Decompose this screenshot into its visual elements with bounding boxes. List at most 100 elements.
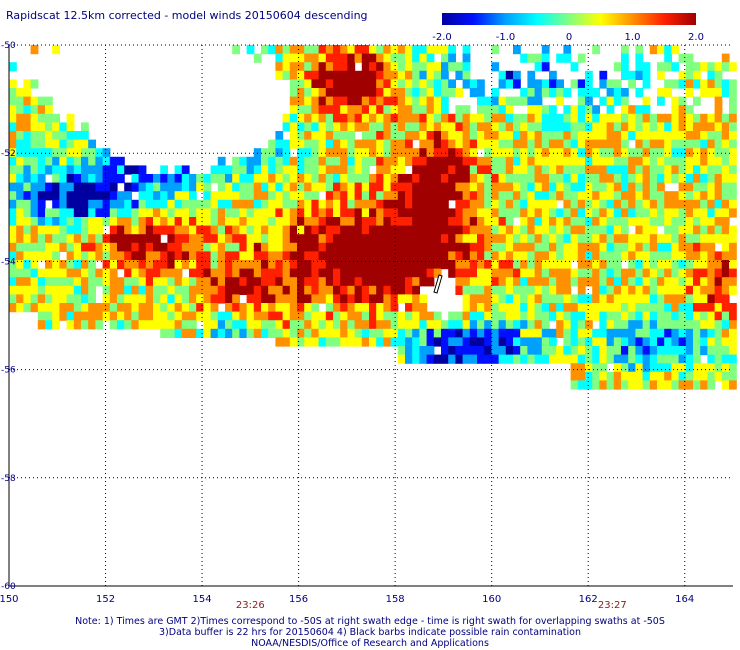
wind-cell — [81, 208, 89, 218]
wind-cell — [297, 70, 305, 80]
wind-cell — [203, 251, 212, 261]
wind-cell — [685, 62, 694, 72]
wind-cell — [577, 225, 586, 235]
wind-cell — [268, 165, 276, 175]
wind-cell — [441, 191, 449, 201]
wind-cell — [570, 346, 579, 356]
wind-cell — [138, 260, 147, 270]
wind-cell — [599, 113, 608, 123]
wind-cell — [527, 182, 536, 192]
wind-cell — [498, 354, 507, 364]
wind-cell — [268, 242, 276, 252]
wind-cell — [369, 208, 377, 218]
wind-cell — [131, 294, 140, 304]
wind-cell — [642, 122, 651, 132]
wind-cell — [167, 328, 176, 338]
wind-cell — [239, 182, 248, 192]
wind-cell — [160, 242, 168, 252]
wind-cell — [354, 199, 363, 209]
wind-cell — [635, 337, 644, 347]
wind-cell — [419, 53, 428, 63]
wind-cell — [318, 260, 327, 270]
wind-cell — [685, 165, 694, 175]
wind-cell — [469, 268, 478, 278]
wind-cell — [635, 105, 644, 115]
wind-cell — [297, 148, 305, 158]
wind-cell — [131, 225, 140, 235]
wind-cell — [484, 174, 492, 184]
wind-cell — [577, 96, 586, 106]
wind-cell — [477, 337, 485, 347]
wind-cell — [707, 139, 716, 149]
wind-cell — [282, 251, 291, 261]
wind-cell — [253, 174, 262, 184]
wind-cell — [426, 122, 435, 132]
wind-cell — [333, 165, 341, 175]
wind-cell — [131, 199, 140, 209]
wind-cell — [462, 303, 471, 313]
wind-cell — [282, 303, 291, 313]
wind-cell — [570, 208, 579, 218]
wind-cell — [16, 182, 24, 192]
wind-cell — [621, 105, 629, 115]
wind-cell — [693, 234, 701, 244]
wind-cell — [304, 96, 312, 106]
wind-cell — [232, 174, 240, 184]
wind-cell — [570, 320, 579, 330]
wind-cell — [95, 277, 104, 287]
wind-cell — [714, 174, 723, 184]
wind-cell — [649, 139, 658, 149]
wind-cell — [16, 88, 24, 98]
wind-cell — [397, 70, 406, 80]
wind-cell — [441, 182, 449, 192]
wind-cell — [707, 371, 716, 381]
wind-cell — [361, 182, 370, 192]
wind-cell — [289, 122, 298, 132]
wind-cell — [311, 294, 320, 304]
wind-cell — [297, 217, 305, 227]
wind-cell — [145, 182, 154, 192]
wind-cell — [642, 337, 651, 347]
wind-cell — [167, 268, 176, 278]
wind-cell — [613, 363, 622, 373]
wind-cell — [253, 182, 262, 192]
wind-cell — [45, 131, 53, 141]
wind-cell — [73, 294, 82, 304]
wind-cell — [405, 182, 413, 192]
wind-cell — [613, 182, 622, 192]
wind-cell — [109, 208, 118, 218]
wind-cell — [549, 174, 557, 184]
wind-cell — [505, 96, 514, 106]
wind-cell — [66, 191, 75, 201]
wind-cell — [181, 234, 190, 244]
wind-cell — [160, 320, 168, 330]
wind-cell — [606, 165, 615, 175]
wind-cell — [649, 122, 658, 132]
wind-cell — [577, 165, 586, 175]
wind-cell — [376, 156, 384, 166]
wind-cell — [37, 268, 46, 278]
wind-cell — [664, 380, 672, 390]
wind-cell — [174, 191, 183, 201]
wind-cell — [585, 303, 593, 313]
wind-cell — [455, 199, 464, 209]
wind-cell — [52, 148, 60, 158]
wind-cell — [30, 242, 39, 252]
wind-cell — [585, 354, 593, 364]
wind-cell — [455, 174, 464, 184]
wind-cell — [628, 199, 636, 209]
wind-cell — [700, 371, 708, 381]
wind-cell — [189, 320, 197, 330]
wind-cell — [405, 79, 413, 89]
wind-cell — [318, 242, 327, 252]
wind-cell — [210, 260, 219, 270]
wind-cell — [628, 174, 636, 184]
wind-cell — [239, 199, 248, 209]
wind-cell — [541, 88, 550, 98]
wind-cell — [599, 217, 608, 227]
wind-cell — [563, 346, 572, 356]
wind-cell — [217, 277, 226, 287]
wind-cell — [469, 303, 478, 313]
wind-cell — [685, 294, 694, 304]
wind-cell — [376, 294, 384, 304]
